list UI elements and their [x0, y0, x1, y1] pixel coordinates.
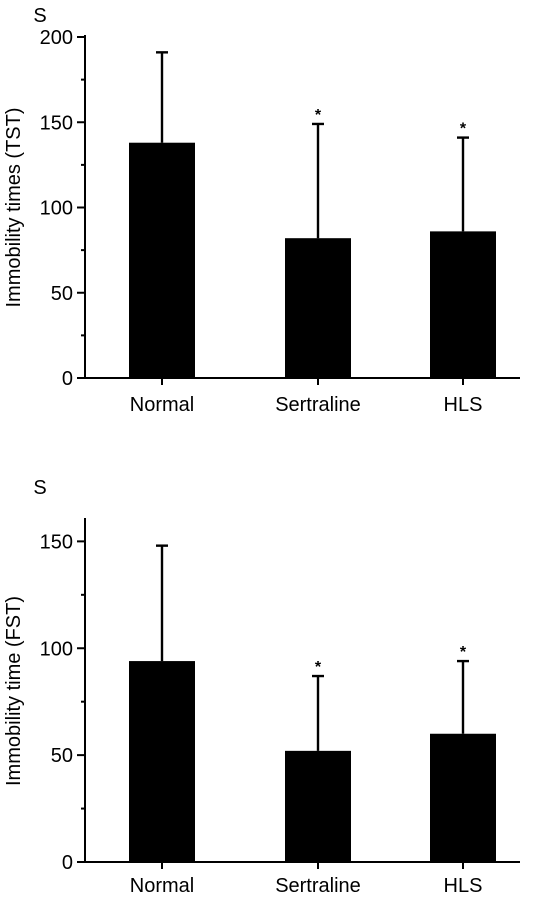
- y-axis-title: Immobility times (TST): [3, 108, 25, 308]
- y-tick-label: 50: [51, 745, 73, 767]
- y-tick-label: 0: [62, 852, 73, 874]
- y-tick-label: 0: [62, 368, 73, 390]
- significance-marker-sertraline: *: [315, 107, 322, 124]
- bar-sertraline: [285, 750, 351, 862]
- bar-normal: [129, 142, 195, 378]
- x-tick-label-hls: HLS: [444, 394, 483, 416]
- fst-bar-chart: Normal * Sertraline * HLS 0 50 100 150 S Immobilit…: [3, 477, 520, 897]
- y-tick-label: 200: [40, 27, 73, 49]
- y-unit-label: S: [33, 477, 46, 499]
- x-tick-label-sertraline: Sertraline: [275, 875, 361, 897]
- significance-marker-hls: *: [460, 644, 467, 661]
- x-tick-label-normal: Normal: [130, 394, 194, 416]
- bar-sertraline: [285, 238, 351, 378]
- significance-marker-hls: *: [460, 121, 467, 138]
- y-tick-label: 50: [51, 283, 73, 305]
- y-tick-label: 100: [40, 638, 73, 660]
- y-tick-label: 100: [40, 198, 73, 220]
- y-tick-label: 150: [40, 112, 73, 134]
- bar-hls: [430, 231, 496, 378]
- y-tick-label: 150: [40, 531, 73, 553]
- x-tick-label-sertraline: Sertraline: [275, 394, 361, 416]
- significance-marker-sertraline: *: [315, 659, 322, 676]
- y-unit-label: S: [33, 5, 46, 27]
- y-axis-title: Immobility time (FST): [3, 596, 25, 786]
- x-tick-label-normal: Normal: [130, 875, 194, 897]
- x-tick-label-hls: HLS: [444, 875, 483, 897]
- bar-normal: [129, 661, 195, 862]
- bar-hls: [430, 733, 496, 862]
